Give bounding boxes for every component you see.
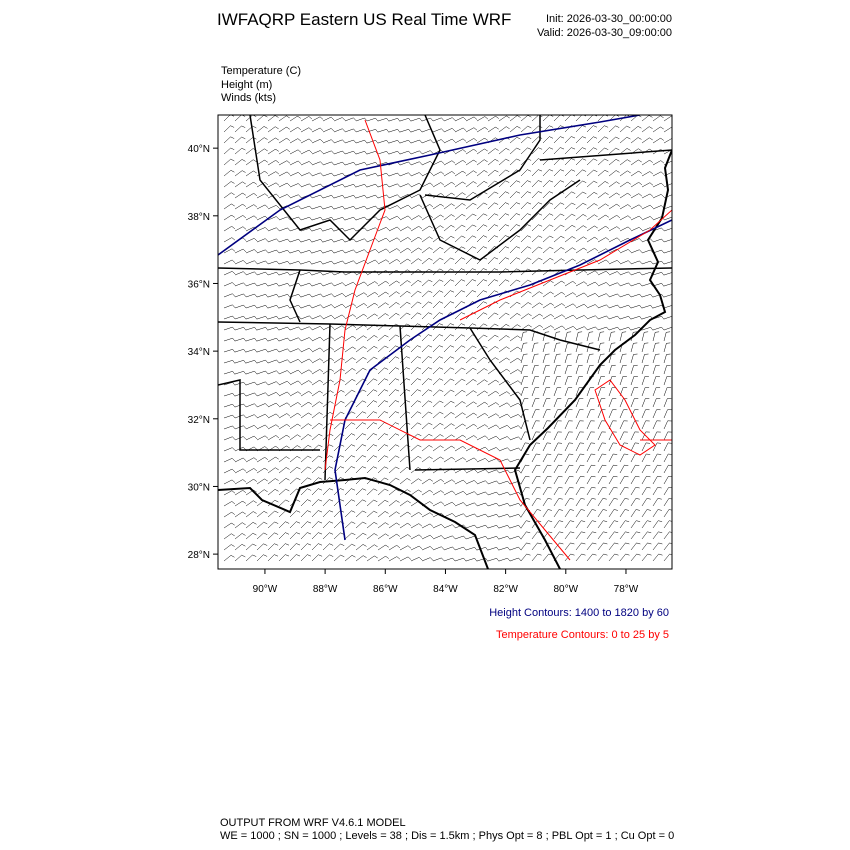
temperature-contour <box>330 419 571 561</box>
init-time: Init: 2026-03-30_00:00:00 <box>546 13 672 25</box>
y-tick-label: 32°N <box>188 415 210 426</box>
valid-time: Valid: 2026-03-30_09:00:00 <box>537 27 672 39</box>
footer-line: OUTPUT FROM WRF V4.6.1 MODEL <box>220 817 406 829</box>
field-label: Temperature (C) <box>221 65 301 77</box>
height-legend: Height Contours: 1400 to 1820 by 60 <box>489 607 669 619</box>
temperature-legend: Temperature Contours: 0 to 25 by 5 <box>496 629 669 641</box>
title: IWFAQRP Eastern US Real Time WRF <box>217 10 511 29</box>
state-border <box>249 115 672 261</box>
field-label: Height (m) <box>221 79 272 91</box>
x-tick-label: 78°W <box>614 584 639 595</box>
x-tick-label: 90°W <box>253 584 278 595</box>
y-tick-label: 36°N <box>188 279 210 290</box>
x-tick-label: 84°W <box>433 584 458 595</box>
state-border <box>218 269 320 451</box>
axis-layer: 90°W 88°W 86°W 84°W 82°W 80°W 78°W 40°N 38°N 36°N… <box>188 144 639 595</box>
temperature-contour <box>459 209 672 321</box>
y-tick-label: 40°N <box>188 144 210 155</box>
state-border <box>324 323 531 481</box>
x-tick-label: 82°W <box>493 584 518 595</box>
gulf-coastline <box>218 476 489 569</box>
y-tick-label: 28°N <box>188 550 210 561</box>
x-tick-label: 80°W <box>554 584 579 595</box>
height-contour <box>334 219 672 541</box>
wind-barbs-layer <box>223 115 672 562</box>
wind-barbs <box>223 115 672 562</box>
height-contour <box>218 115 641 256</box>
x-tick-label: 88°W <box>313 584 338 595</box>
field-label: Winds (kts) <box>221 92 276 104</box>
map-layer <box>218 115 672 569</box>
temperature-contour <box>324 119 386 471</box>
temperature-contour <box>594 379 672 456</box>
footer-line: WE = 1000 ; SN = 1000 ; Levels = 38 ; Di… <box>220 830 674 842</box>
y-tick-label: 38°N <box>188 212 210 223</box>
x-tick-label: 86°W <box>373 584 398 595</box>
y-tick-label: 30°N <box>188 482 210 493</box>
y-tick-label: 34°N <box>188 347 210 358</box>
